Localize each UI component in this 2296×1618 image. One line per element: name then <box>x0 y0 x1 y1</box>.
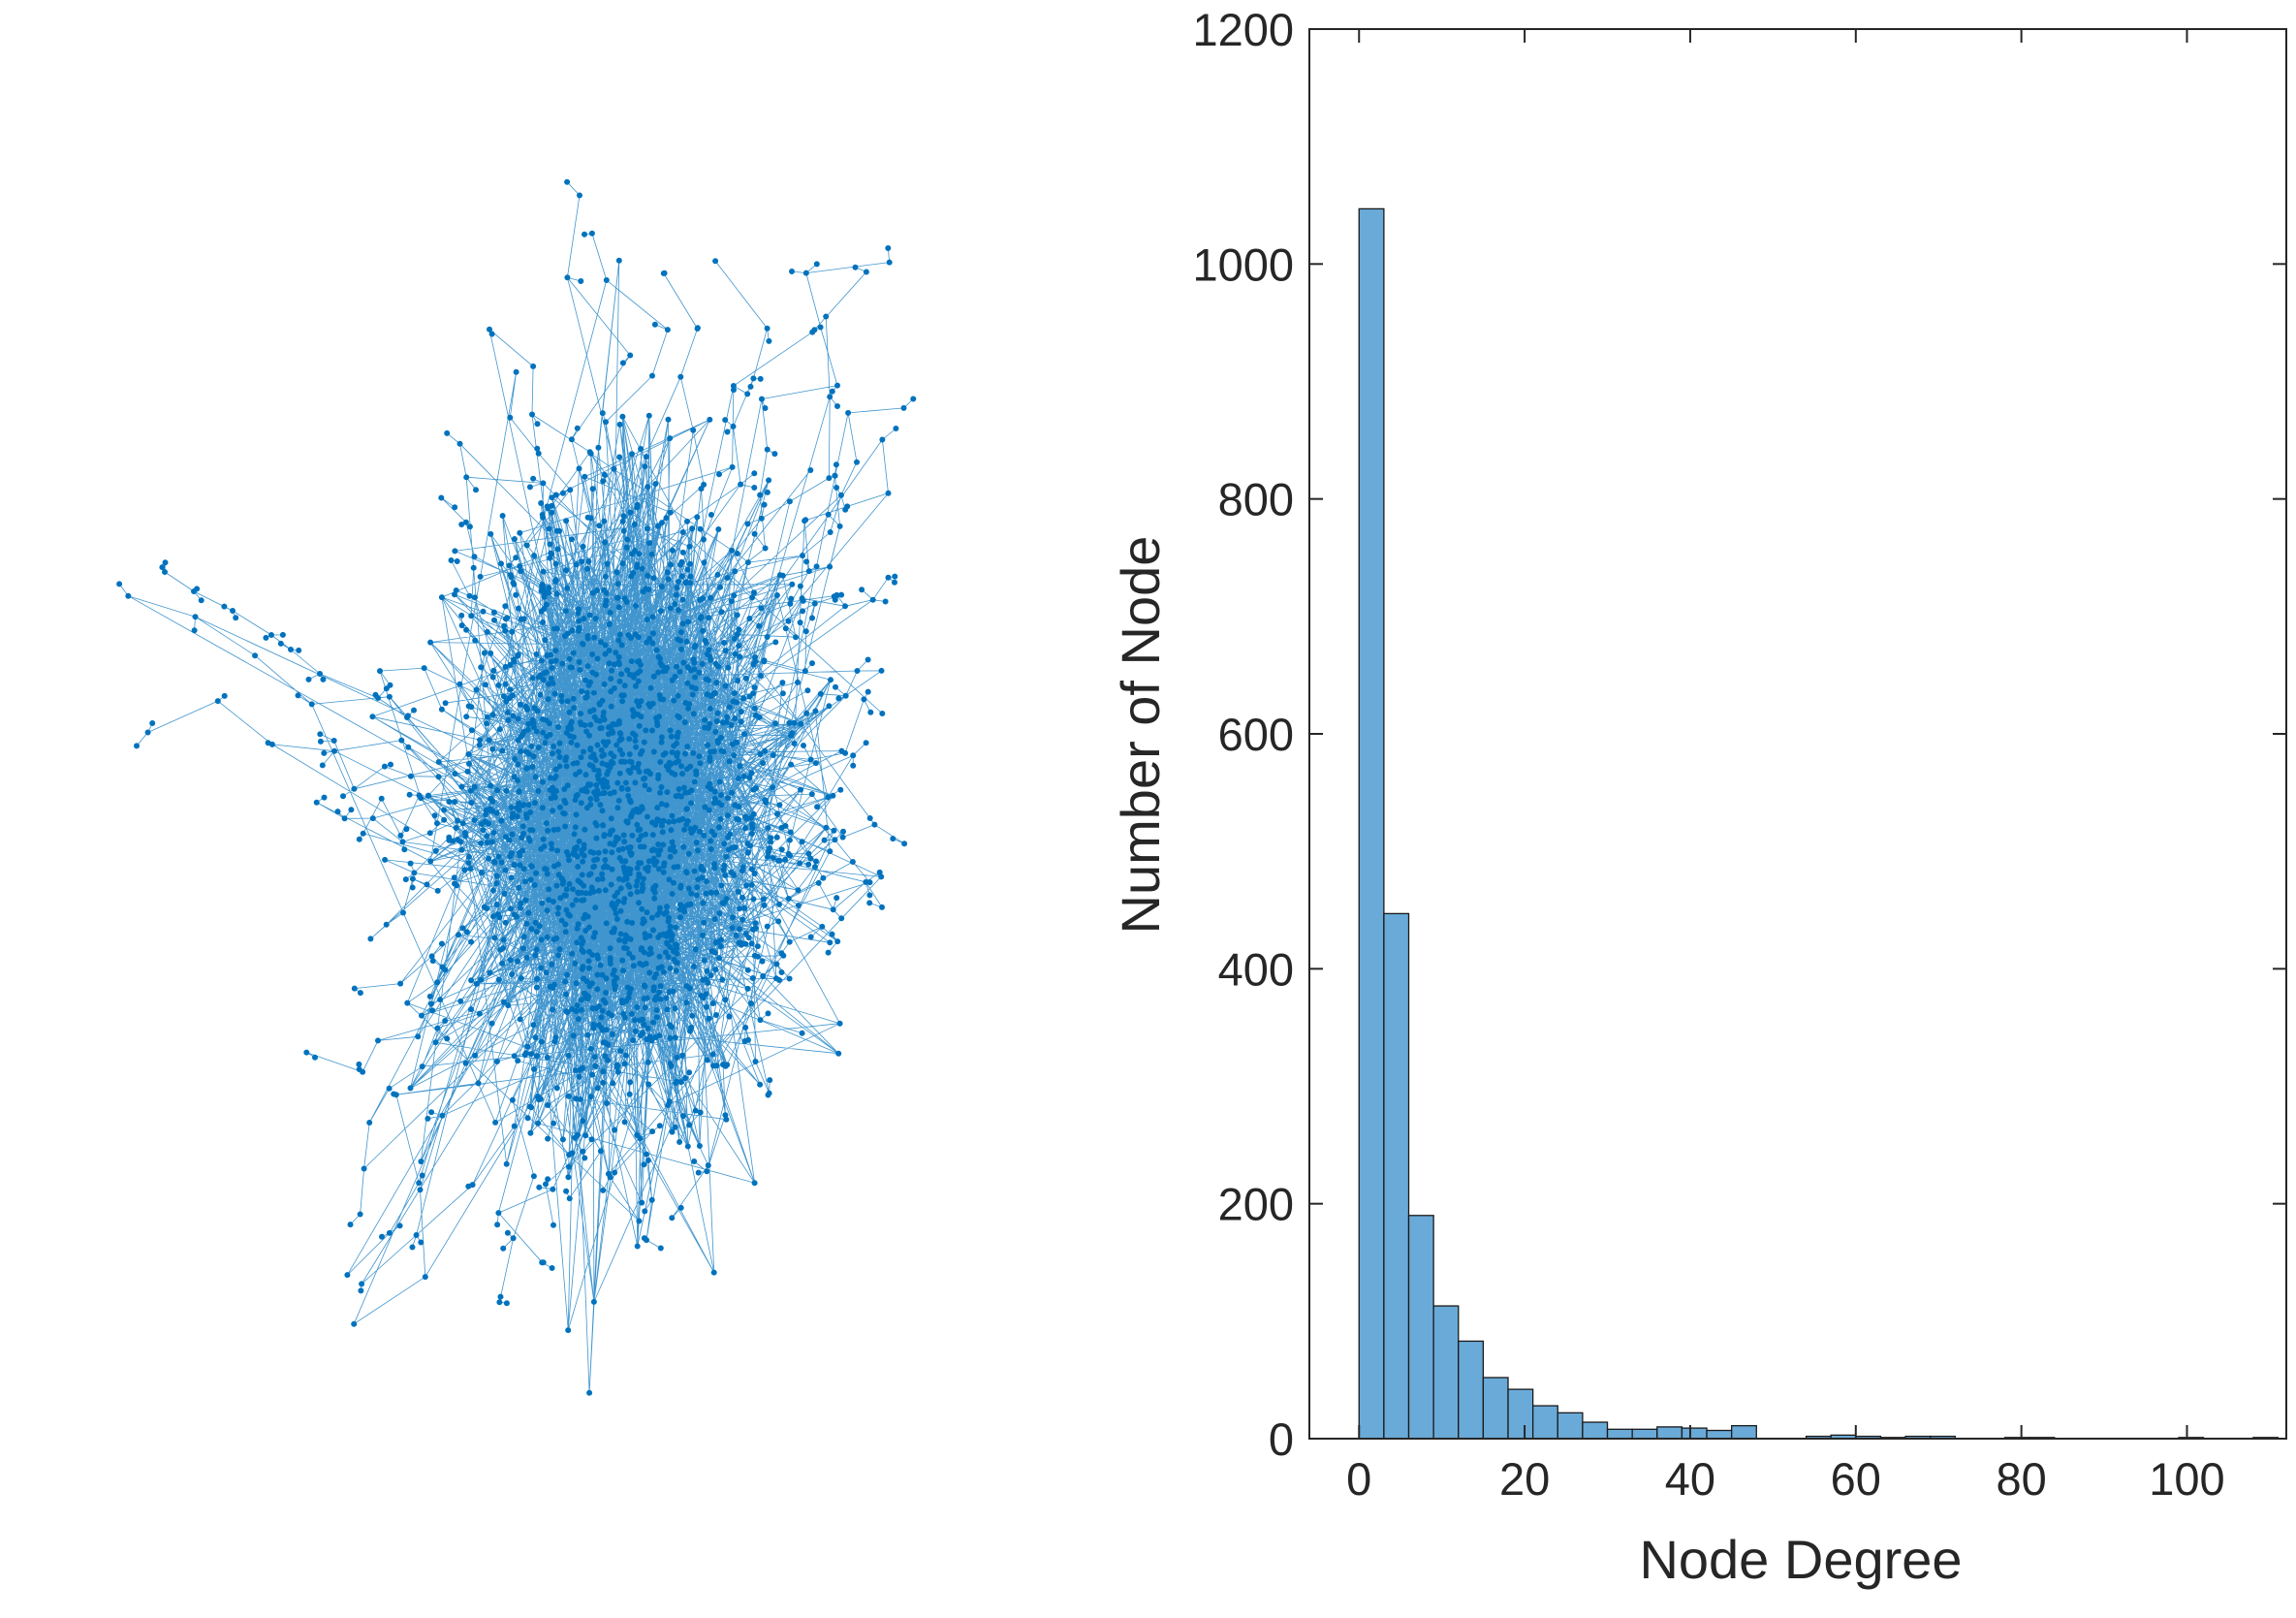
x-tick-label: 80 <box>1997 1453 2047 1505</box>
histogram-bar <box>1458 1340 1485 1440</box>
y-tick-label: 1000 <box>1192 238 1294 290</box>
y-tick-label: 1200 <box>1192 4 1294 55</box>
histogram-bar <box>1358 207 1385 1440</box>
histogram-bar <box>1507 1388 1534 1440</box>
y-axis-ticks: 0 200 400 600 800 1000 1200 <box>1192 4 2286 1465</box>
network-nodes <box>116 178 917 1396</box>
network-node-markers <box>116 178 917 1396</box>
y-axis-title: Number of Node <box>1110 536 1171 935</box>
histogram-bar <box>1531 1405 1558 1440</box>
histogram-bar <box>1582 1421 1609 1440</box>
histogram-bar <box>1606 1428 1633 1440</box>
y-tick-label: 600 <box>1218 709 1294 760</box>
histogram-bar <box>1706 1429 1733 1440</box>
network-edges <box>118 181 914 1393</box>
histogram-bar <box>1557 1412 1584 1440</box>
x-tick-label: 100 <box>2149 1453 2224 1505</box>
histogram-bar <box>1631 1428 1658 1440</box>
degree-histogram: 0 20 40 60 80 100 0 200 400 600 800 1000 1200 Node … <box>1110 4 2287 1590</box>
x-tick-label: 40 <box>1665 1453 1715 1505</box>
x-axis-title: Node Degree <box>1639 1529 1962 1590</box>
x-tick-label: 0 <box>1346 1453 1371 1505</box>
x-axis-ticks: 0 20 40 60 80 100 <box>1346 29 2225 1505</box>
network-edge-lines <box>118 181 914 1393</box>
histogram-bar <box>1731 1425 1757 1440</box>
plot-area-box <box>1308 28 2287 1440</box>
y-tick-label: 200 <box>1218 1179 1294 1230</box>
histogram-bar <box>1432 1305 1460 1440</box>
x-tick-label: 60 <box>1831 1453 1881 1505</box>
histogram-bar <box>1681 1427 1708 1440</box>
histogram-bar <box>1656 1426 1683 1440</box>
y-tick-label: 800 <box>1218 474 1294 525</box>
histogram-bars <box>1358 207 2280 1440</box>
histogram-bar <box>1482 1377 1509 1440</box>
histogram-bar <box>1407 1215 1434 1440</box>
y-tick-label: 0 <box>1269 1413 1294 1465</box>
histogram-bar <box>1383 912 1410 1440</box>
network-graph-plot <box>116 178 917 1396</box>
y-tick-label: 400 <box>1218 943 1294 995</box>
x-tick-label: 20 <box>1499 1453 1550 1505</box>
